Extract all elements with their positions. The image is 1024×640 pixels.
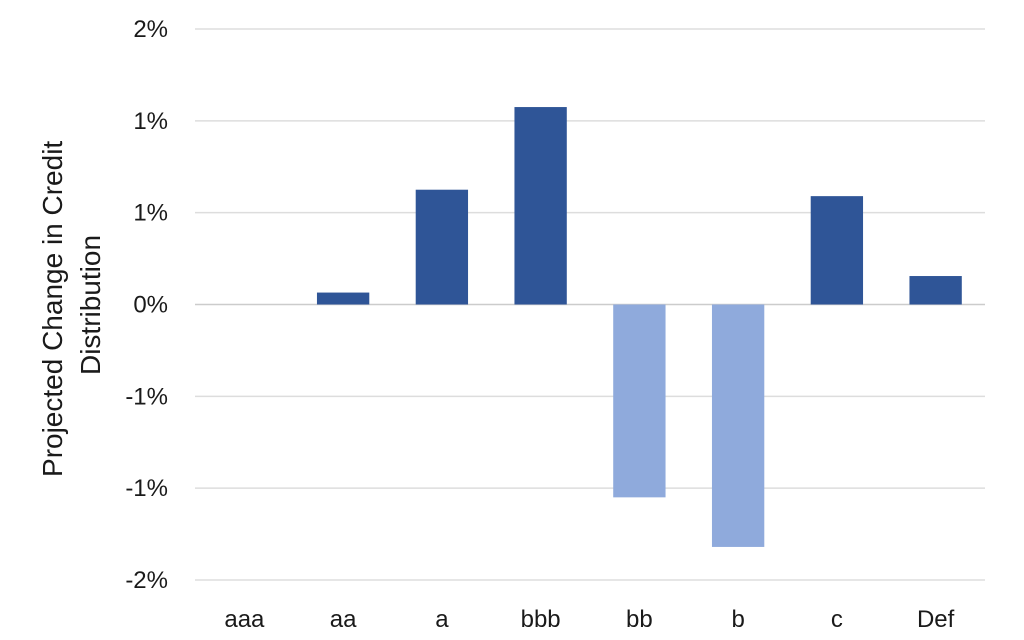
x-category-label: Def bbox=[917, 606, 955, 633]
gridlines bbox=[195, 28, 985, 581]
bar-aa bbox=[316, 292, 370, 305]
bar-b bbox=[711, 304, 765, 547]
x-category-label: aa bbox=[330, 606, 357, 633]
y-tick-label: 2% bbox=[133, 16, 168, 43]
bars bbox=[316, 107, 962, 547]
x-category-label: bb bbox=[626, 606, 653, 633]
y-tick-label: -1% bbox=[125, 475, 168, 502]
y-axis-title: Projected Change in Credit Distribution bbox=[37, 133, 106, 477]
bar-bbb bbox=[514, 107, 567, 305]
x-category-label: b bbox=[731, 606, 744, 633]
x-category-label: a bbox=[435, 606, 449, 633]
bar-bb bbox=[613, 304, 666, 498]
y-axis-ticks: 2% 1% 1% 0% -1% -1% -2% bbox=[125, 16, 168, 594]
x-category-label: c bbox=[831, 606, 843, 633]
x-axis-categories: aaa aa a bbb bb b c Def bbox=[224, 606, 954, 633]
bar-a bbox=[415, 189, 469, 305]
y-tick-label: 1% bbox=[133, 108, 168, 135]
y-tick-label: -2% bbox=[125, 567, 168, 594]
y-axis-title-line-1: Projected Change in Credit bbox=[37, 141, 68, 477]
y-tick-label: 1% bbox=[133, 200, 168, 227]
y-axis-title-line-2: Distribution bbox=[75, 235, 106, 375]
bar-def bbox=[909, 276, 962, 305]
x-category-label: aaa bbox=[224, 606, 265, 633]
bar-c bbox=[810, 196, 864, 305]
y-tick-label: -1% bbox=[125, 383, 168, 410]
y-tick-label: 0% bbox=[133, 292, 168, 319]
x-category-label: bbb bbox=[521, 606, 561, 633]
